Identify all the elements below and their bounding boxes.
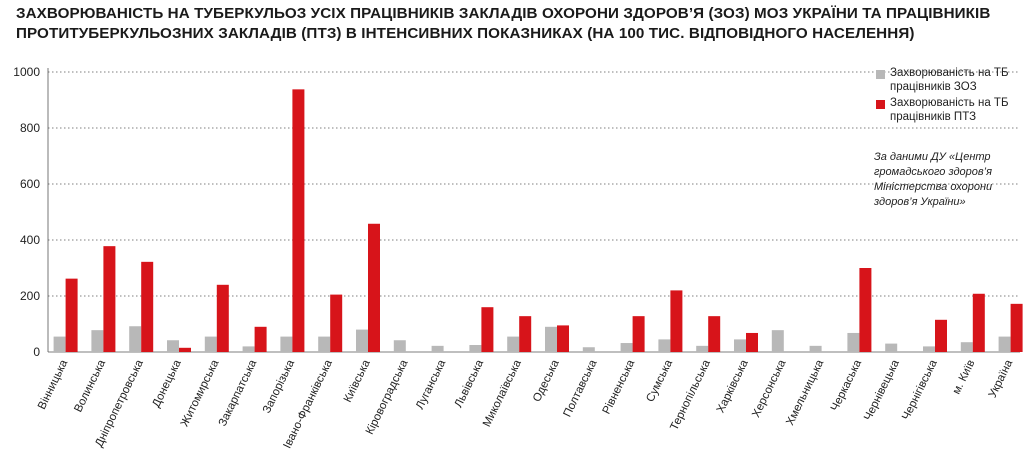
bar-zoz <box>507 336 520 352</box>
source-note: За даними ДУ «Центр громадського здоров’… <box>874 151 993 208</box>
x-tick-label: Волинська <box>72 358 108 415</box>
bar-ptz <box>859 268 872 352</box>
legend-item-ptz: Захворюваність на ТБ працівників ПТЗ <box>876 96 1020 126</box>
x-tick-label: Миколаївська <box>481 358 524 429</box>
x-tick-label: Кіровоградська <box>364 358 411 437</box>
x-tick-label: Львівська <box>453 358 487 410</box>
bar-ptz <box>481 307 494 352</box>
x-tick-label: Харківська <box>715 358 751 415</box>
bar-ptz <box>670 290 683 352</box>
x-tick-label: Україна <box>987 358 1016 400</box>
bar-zoz <box>847 332 860 352</box>
bar-ptz <box>746 332 758 352</box>
x-tick-label: Луганська <box>414 358 449 412</box>
chart-title-line-2: ПРОТИТУБЕРКУЛЬОЗНИХ ЗАКЛАДІВ (ПТЗ) В ІНТ… <box>16 25 915 42</box>
bar-ptz <box>216 284 229 352</box>
bar-zoz <box>734 339 746 352</box>
legend-label-zoz: Захворюваність на ТБ працівників ЗОЗ <box>890 67 1009 93</box>
bar-zoz <box>356 329 368 352</box>
x-tick-label: Одеська <box>531 358 562 404</box>
bar-ptz <box>1010 303 1023 352</box>
x-tick-label: Житомирська <box>179 358 222 429</box>
x-tick-label: Київська <box>342 358 373 405</box>
bar-ptz <box>632 316 645 352</box>
bar-ptz <box>254 326 267 352</box>
x-tick-label: Чернігівська <box>900 358 940 423</box>
bar-zoz <box>204 336 217 352</box>
x-tick-label: Рівненська <box>601 358 638 417</box>
x-tick-label: Сумська <box>644 358 675 404</box>
bar-ptz <box>557 325 569 352</box>
bar-zoz <box>91 330 104 352</box>
bar-zoz <box>545 326 557 352</box>
bar-zoz <box>582 347 595 352</box>
bar-zoz <box>771 330 784 352</box>
bar-zoz <box>620 343 633 352</box>
bar-ptz <box>103 246 116 352</box>
bar-ptz <box>935 319 947 352</box>
bar-ptz <box>972 293 985 352</box>
y-tick-label: 600 <box>20 177 40 191</box>
bar-zoz <box>885 343 898 352</box>
y-tick-label: 0 <box>33 345 40 359</box>
bar-zoz <box>129 326 142 352</box>
bar-ptz <box>330 294 343 352</box>
bar-zoz <box>696 345 709 352</box>
bar-zoz <box>242 346 255 352</box>
bar-zoz <box>393 340 406 352</box>
y-tick-label: 400 <box>20 233 40 247</box>
legend-swatch-ptz <box>876 100 885 109</box>
bar-ptz <box>708 316 721 352</box>
bar-zoz <box>167 340 179 352</box>
bar-zoz <box>809 345 822 352</box>
bar-zoz <box>431 345 444 352</box>
bar-ptz <box>292 89 305 353</box>
legend-item-zoz: Захворюваність на ТБ працівників ЗОЗ <box>876 66 1020 96</box>
bar-ptz <box>65 278 78 352</box>
bar-zoz <box>280 336 293 352</box>
legend-swatch-zoz <box>876 70 885 79</box>
bar-zoz <box>53 336 66 352</box>
y-tick-label: 1000 <box>13 65 40 79</box>
x-tick-label: Хмельницька <box>784 358 826 428</box>
x-tick-label: Запорізька <box>261 358 297 416</box>
bar-zoz <box>923 346 935 352</box>
x-tick-label: м. Київ <box>951 358 978 396</box>
chart-title-line-1: ЗАХВОРЮВАНІСТЬ НА ТУБЕРКУЛЬОЗ УСІХ ПРАЦІ… <box>16 5 991 22</box>
x-tick-label: Закарпатська <box>217 358 260 429</box>
x-tick-label: Тернопільська <box>668 358 713 433</box>
bar-zoz <box>318 336 331 352</box>
bar-zoz <box>469 345 482 352</box>
bar-ptz <box>141 261 154 352</box>
bar-ptz <box>179 347 191 352</box>
y-tick-label: 200 <box>20 289 40 303</box>
x-tick-label: Чернівецька <box>862 358 902 423</box>
chart-title: ЗАХВОРЮВАНІСТЬ НА ТУБЕРКУЛЬОЗ УСІХ ПРАЦІ… <box>16 4 1016 44</box>
x-tick-label: Черкаська <box>829 358 864 414</box>
x-tick-label: Полтавська <box>562 358 600 420</box>
x-tick-label: Донецька <box>150 358 184 410</box>
legend-label-ptz: Захворюваність на ТБ працівників ПТЗ <box>890 97 1009 123</box>
x-tick-label: Херсонська <box>750 358 788 420</box>
chart-legend: Захворюваність на ТБ працівників ЗОЗ Зах… <box>876 66 1020 126</box>
y-tick-label: 800 <box>20 121 40 135</box>
bar-zoz <box>998 336 1011 352</box>
bar-zoz <box>658 339 671 352</box>
bar-zoz <box>960 342 973 352</box>
bar-ptz <box>519 316 532 352</box>
bar-ptz <box>368 223 380 352</box>
x-tick-label: Вінницька <box>36 358 71 412</box>
